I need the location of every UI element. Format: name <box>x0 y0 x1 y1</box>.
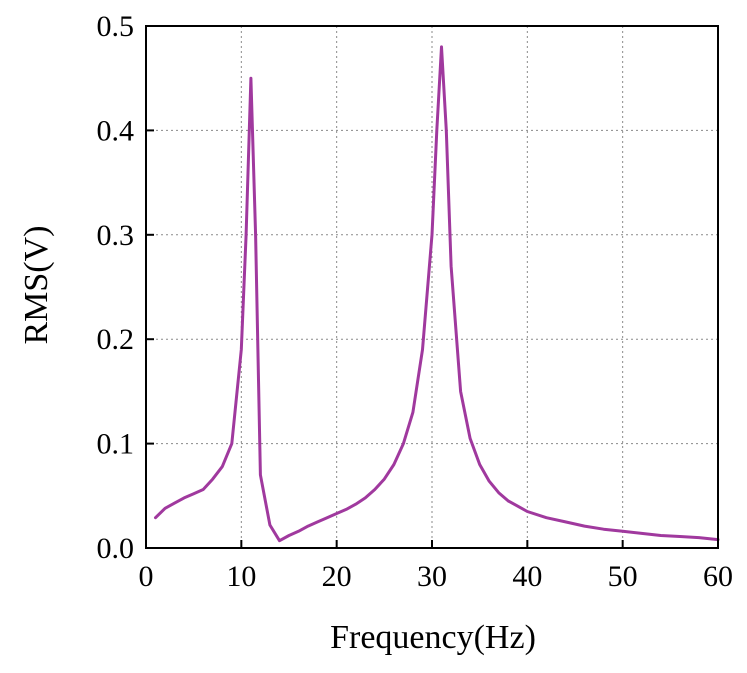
y-tick-label: 0.1 <box>97 428 135 461</box>
x-axis-title: Frequency(Hz) <box>330 619 536 656</box>
y-tick-labels: 0.0 0.1 0.2 0.3 0.4 0.5 <box>97 10 135 565</box>
y-tick-label: 0.5 <box>97 10 135 43</box>
y-tick-label: 0.3 <box>97 219 135 252</box>
x-tick-label: 40 <box>512 560 542 593</box>
x-tick-label: 10 <box>226 560 256 593</box>
series-layer <box>154 45 720 543</box>
x-tick-label: 50 <box>608 560 638 593</box>
y-axis-title: RMS(V) <box>18 225 55 344</box>
y-tick-label: 0.4 <box>97 114 135 147</box>
x-tick-labels: 0 10 20 30 40 50 60 <box>139 560 734 593</box>
series-line-rms <box>154 45 720 543</box>
y-tick-label: 0.2 <box>97 323 135 356</box>
x-tick-label: 20 <box>322 560 352 593</box>
x-tick-label: 30 <box>417 560 447 593</box>
y-tick-label: 0.0 <box>97 532 135 565</box>
x-tick-label: 60 <box>703 560 733 593</box>
x-tick-label: 0 <box>139 560 154 593</box>
axis-ticks <box>145 25 719 549</box>
grid <box>146 26 718 548</box>
